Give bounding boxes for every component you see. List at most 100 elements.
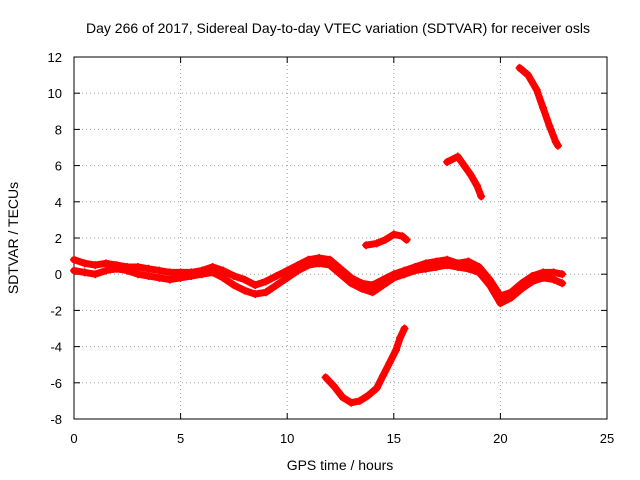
- data-point: [558, 270, 567, 279]
- data-point: [283, 273, 292, 282]
- data-point: [464, 257, 473, 266]
- data-point: [453, 262, 462, 271]
- data-point: [251, 290, 260, 299]
- y-tick-label: 2: [55, 231, 62, 246]
- x-tick-labels: 0 5 10 15 20 25: [70, 431, 614, 446]
- x-tick-label: 10: [280, 431, 294, 446]
- series-track-5: [443, 152, 486, 201]
- data-point: [70, 255, 78, 264]
- series-trace: [322, 325, 408, 407]
- data-point: [475, 268, 484, 277]
- y-tick-label: 4: [55, 195, 62, 210]
- grid-lines: [74, 57, 607, 419]
- chart-title: Day 266 of 2017, Sidereal Day-to-day VTE…: [86, 20, 590, 36]
- data-point: [80, 268, 89, 277]
- series-track-4: [362, 230, 411, 250]
- data-point: [144, 264, 153, 273]
- data-point: [549, 268, 558, 277]
- data-point: [372, 384, 381, 393]
- data-point: [517, 284, 526, 293]
- data-point: [362, 241, 371, 250]
- data-point: [460, 161, 469, 170]
- data-point: [272, 272, 281, 281]
- data-point: [453, 152, 462, 161]
- data-point: [261, 288, 270, 297]
- data-point: [396, 333, 405, 342]
- x-axis-label: GPS time / hours: [287, 457, 394, 473]
- axis-ticks: [73, 56, 608, 420]
- data-point: [229, 281, 238, 290]
- x-tick-label: 5: [177, 431, 184, 446]
- data-point: [400, 270, 409, 279]
- data-point: [123, 266, 132, 275]
- x-tick-label: 20: [493, 431, 507, 446]
- data-point: [549, 275, 558, 284]
- data-point: [381, 235, 390, 244]
- data-point: [357, 284, 366, 293]
- data-point: [304, 261, 313, 270]
- data-point: [70, 266, 78, 275]
- y-tick-label: 0: [55, 267, 62, 282]
- data-point: [364, 391, 373, 400]
- y-tick-labels: -8 -6 -4 -2 0 2 4 6 8 10 12: [48, 50, 62, 427]
- y-tick-label: 6: [55, 159, 62, 174]
- data-point: [402, 235, 411, 244]
- data-point: [545, 121, 554, 130]
- data-point: [485, 281, 494, 290]
- data-point: [133, 270, 142, 279]
- x-tick-label: 25: [600, 431, 614, 446]
- data-point: [400, 324, 409, 333]
- data-point: [325, 261, 334, 270]
- data-point: [321, 373, 330, 382]
- series-track-6: [515, 63, 562, 150]
- data-point: [229, 272, 238, 281]
- data-point: [315, 259, 324, 268]
- data-point: [472, 181, 481, 190]
- data-point: [532, 85, 541, 94]
- data-point: [464, 264, 473, 273]
- data-point: [524, 71, 533, 80]
- data-point: [389, 230, 398, 239]
- data-point: [443, 261, 452, 270]
- data-point: [165, 275, 174, 284]
- data-point: [539, 103, 548, 112]
- series-trace: [516, 64, 562, 150]
- data-point: [347, 398, 356, 407]
- data-point: [101, 259, 110, 268]
- data-point: [507, 293, 516, 302]
- x-tick-label: 15: [387, 431, 401, 446]
- y-tick-label: 12: [48, 50, 62, 65]
- data-point: [272, 281, 281, 290]
- y-tick-label: 10: [48, 86, 62, 101]
- data-point: [338, 393, 347, 402]
- data-point: [553, 141, 562, 150]
- y-tick-label: -6: [50, 376, 62, 391]
- data-point: [389, 273, 398, 282]
- data-point: [283, 266, 292, 275]
- data-point: [391, 346, 400, 355]
- data-point: [539, 273, 548, 282]
- data-point: [398, 232, 407, 241]
- data-point: [251, 281, 260, 290]
- data-point: [91, 270, 100, 279]
- data-point: [336, 270, 345, 279]
- data-point: [187, 272, 196, 281]
- data-point: [355, 396, 364, 405]
- data-point: [528, 277, 537, 286]
- plot-frame: [73, 56, 608, 420]
- data-point: [347, 279, 356, 288]
- data-point: [443, 157, 452, 166]
- data-point: [176, 273, 185, 282]
- data-point: [208, 268, 217, 277]
- y-tick-label: -2: [50, 303, 62, 318]
- data-point: [91, 261, 100, 270]
- x-tick-label: 0: [70, 431, 77, 446]
- data-point: [165, 268, 174, 277]
- y-axis-label: SDTVAR / TECUs: [5, 182, 21, 294]
- data-point: [240, 286, 249, 295]
- data-point: [155, 273, 164, 282]
- data-point: [368, 281, 377, 290]
- data-point: [411, 266, 420, 275]
- data-point: [219, 266, 228, 275]
- data-point: [432, 262, 441, 271]
